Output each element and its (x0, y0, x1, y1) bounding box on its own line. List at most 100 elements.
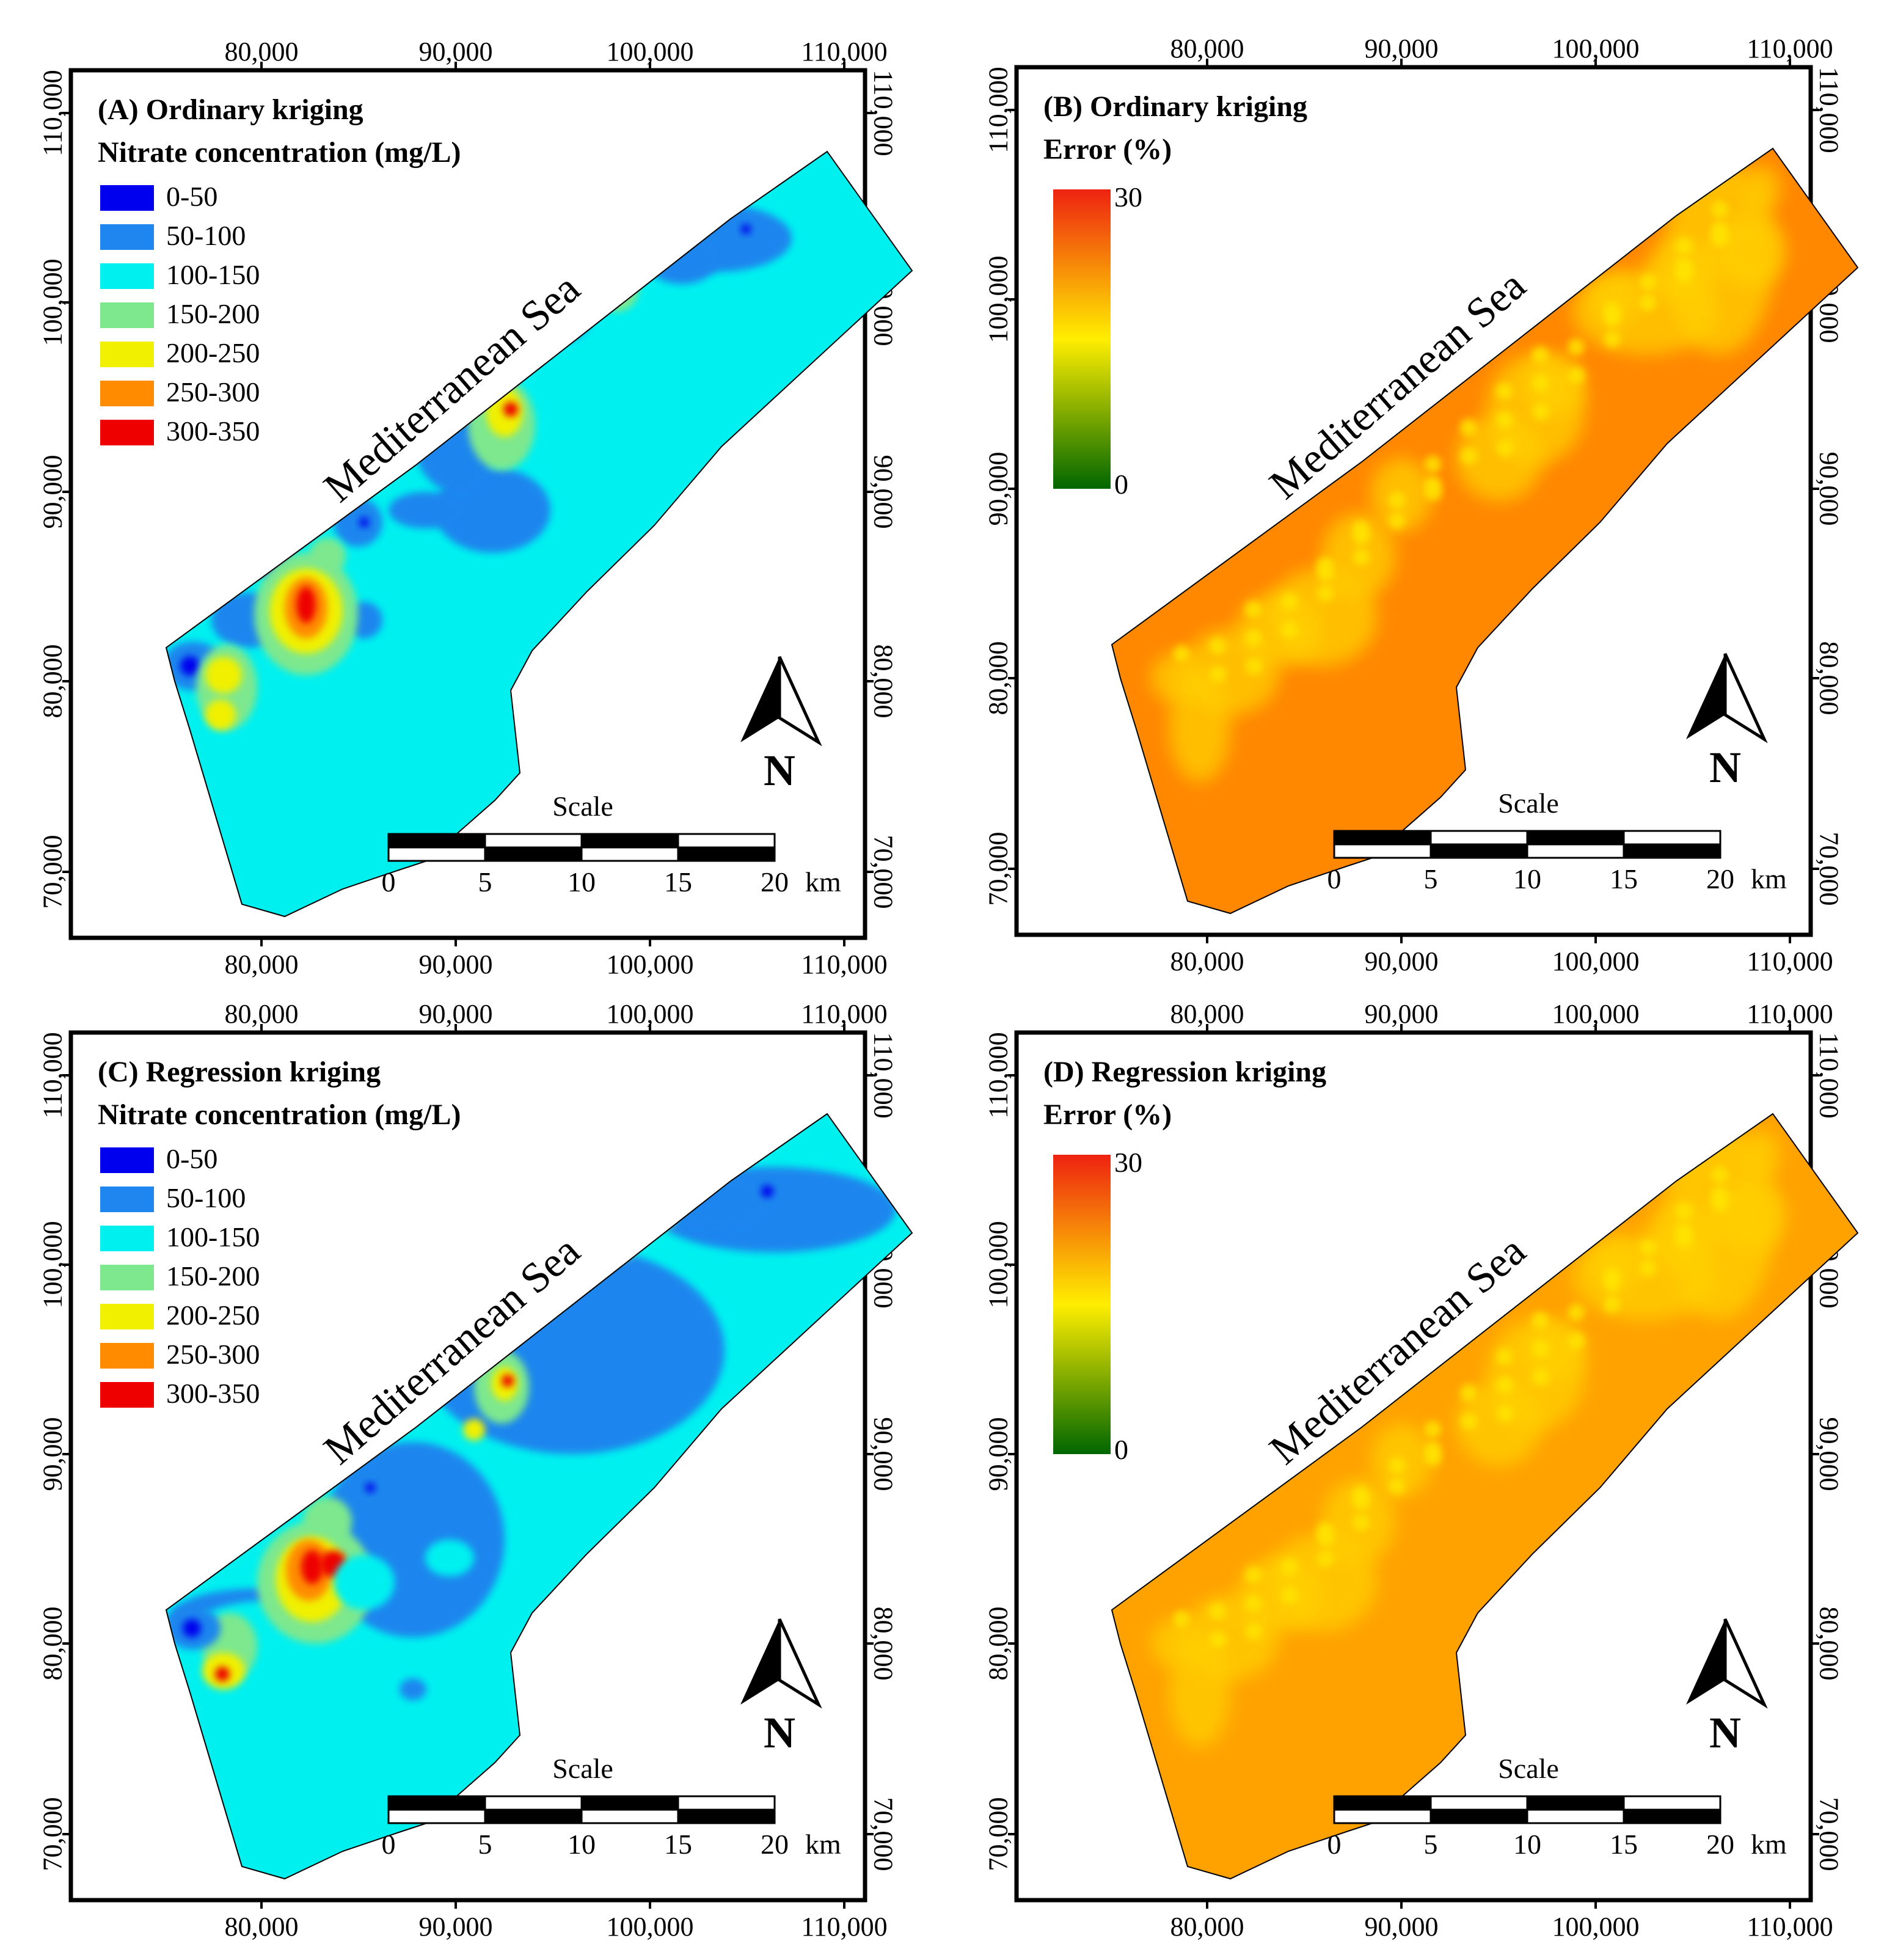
error-well-point (1245, 629, 1262, 646)
y-tick-label-right: 90,000 (1814, 1417, 1844, 1491)
legend-label: 50-100 (166, 1182, 246, 1213)
y-tick-label-right: 110,000 (1814, 67, 1844, 153)
scale-tick-label: 15 (1610, 1829, 1638, 1860)
legend-label: 150-200 (166, 1260, 260, 1292)
legend-title: Nitrate concentration (mg/L) (98, 1099, 461, 1131)
y-tick-label-right: 90,000 (869, 1417, 899, 1491)
north-arrow-icon: N (740, 656, 822, 795)
scale-tick-label: 5 (1424, 863, 1438, 894)
scale-title: Scale (1498, 1753, 1559, 1784)
x-tick-label-top: 100,000 (607, 37, 694, 67)
error-well-point (1604, 1296, 1621, 1313)
scale-bar: Scale 0 5 10 15 20 km (1327, 788, 1787, 894)
ramp-max-label: 30 (1114, 181, 1142, 213)
error-well-point (1173, 645, 1190, 662)
error-well-point (1640, 274, 1657, 291)
scale-tick-label: 5 (478, 1829, 492, 1860)
scale-segment-bottom (677, 1808, 776, 1824)
legend-label: 250-300 (166, 376, 260, 408)
error-well-point (1711, 201, 1728, 218)
panel-title: (A) Ordinary kriging (98, 93, 363, 126)
scale-segment-top (484, 1795, 583, 1811)
scale-segment-bottom (1623, 1808, 1722, 1824)
error-well-point (1460, 447, 1478, 465)
y-tick-label-left: 80,000 (984, 1607, 1013, 1681)
nitrate-zone-0-50 (183, 1619, 201, 1637)
scale-tick-label: 10 (568, 866, 596, 898)
scale-segment-bottom (1526, 1808, 1625, 1824)
error-well-point (1496, 1377, 1513, 1394)
nitrate-zone-300-350 (296, 587, 316, 623)
error-well-point (1675, 237, 1693, 255)
scale-segment-top (677, 833, 776, 849)
scale-segment-bottom (387, 846, 486, 862)
error-well-point (1209, 1603, 1226, 1620)
error-well-point (1532, 1312, 1549, 1329)
y-tick-label-left: 110,000 (984, 1032, 1013, 1118)
y-tick-label-left: 70,000 (38, 835, 68, 909)
y-tick-label-left: 80,000 (38, 645, 68, 719)
panel-c-regression-kriging-concentration: 80,000 80,000 90,000 90,000 100,000 100,000 11… (38, 999, 913, 1942)
nitrate-zone-0-50 (741, 224, 751, 234)
x-tick-label-top: 110,000 (1747, 34, 1833, 64)
legend-label: 250-300 (166, 1339, 260, 1370)
error-well-point (1675, 1202, 1693, 1220)
legend-swatch (100, 420, 154, 445)
x-tick-label-bottom: 110,000 (801, 949, 887, 979)
nitrate-zone-0-50 (180, 656, 200, 676)
panel-title: (D) Regression kriging (1043, 1056, 1326, 1088)
error-low-zone (1591, 275, 1640, 324)
error-well-point (1245, 1623, 1263, 1640)
nitrate-zone-0-50 (761, 1185, 773, 1198)
scale-segment-top (677, 1795, 776, 1811)
error-well-point (1316, 1550, 1334, 1568)
scale-title: Scale (552, 1753, 613, 1784)
error-well-point (1496, 411, 1513, 428)
nitrate-zone-300-350 (503, 402, 518, 417)
gaza-strip-outline (1111, 147, 1859, 915)
gaza-strip-outline (1111, 1113, 1859, 1880)
legend-swatch (100, 342, 154, 367)
panel-b-ordinary-kriging-error: 80,000 80,000 90,000 90,000 100,000 100,000 11… (984, 34, 1859, 976)
north-label: N (764, 1708, 795, 1757)
scale-segment-bottom (484, 846, 583, 862)
x-tick-label-bottom: 80,000 (1170, 1912, 1244, 1942)
y-tick-label-right: 70,000 (869, 835, 899, 909)
scale-tick-label: 15 (664, 866, 692, 898)
legend-title: Error (%) (1043, 133, 1172, 166)
error-well-point (1209, 665, 1227, 683)
scale-segment-bottom (1429, 1808, 1528, 1824)
error-well-point (1280, 1558, 1298, 1576)
scale-segment-top (1429, 1795, 1528, 1811)
scale-tick-label: 20 (761, 866, 789, 898)
scale-unit: km (805, 866, 841, 898)
scale-tick-label: 5 (478, 866, 492, 898)
x-tick-label-top: 90,000 (419, 37, 493, 67)
scale-segment-top (1526, 830, 1625, 846)
error-well-point (1495, 382, 1513, 400)
x-tick-label-top: 80,000 (225, 37, 299, 67)
x-tick-label-top: 110,000 (1747, 999, 1833, 1029)
error-well-point (1568, 1304, 1585, 1321)
y-tick-label-left: 110,000 (38, 70, 68, 156)
error-well-point (1281, 621, 1298, 638)
error-low-zone (1743, 165, 1780, 214)
y-tick-label-left: 90,000 (38, 1417, 68, 1491)
north-arrow-icon: N (740, 1618, 822, 1757)
x-tick-label-bottom: 100,000 (1552, 1912, 1640, 1942)
error-well-point (1460, 1384, 1477, 1402)
x-tick-label-top: 100,000 (1552, 34, 1640, 64)
legend-swatch (100, 185, 154, 211)
error-well-point (1532, 1340, 1549, 1358)
error-well-point (1352, 520, 1370, 538)
y-tick-label-right: 110,000 (869, 1032, 899, 1118)
error-well-point (1352, 1485, 1370, 1503)
north-label: N (1709, 743, 1741, 792)
scale-unit: km (1751, 863, 1787, 894)
scale-segment-bottom (1429, 843, 1528, 859)
north-arrow-right-half (1723, 1618, 1768, 1709)
scale-segment-bottom (1526, 843, 1625, 859)
error-well-point (1209, 1631, 1227, 1648)
error-low-zone (1456, 415, 1542, 501)
